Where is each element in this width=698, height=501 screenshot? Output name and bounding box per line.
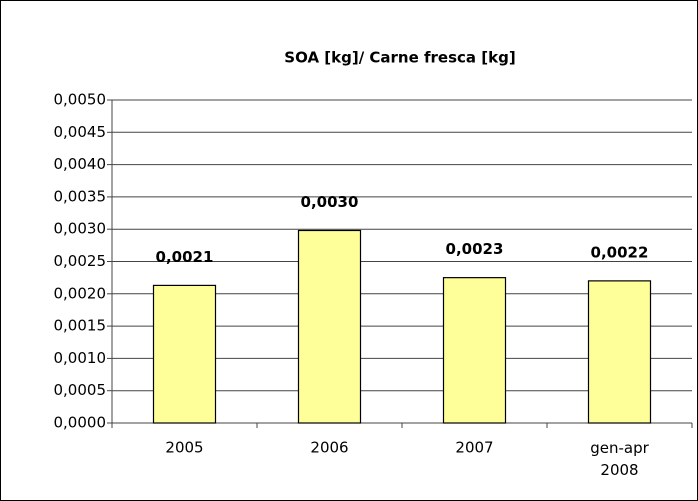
bar — [587, 280, 652, 424]
y-tick-label: 0,0045 — [54, 123, 107, 141]
value-label: 0,0021 — [156, 248, 214, 266]
y-tick-label: 0,0020 — [54, 284, 107, 302]
y-tick-label: 0,0010 — [54, 349, 107, 367]
bar — [442, 277, 507, 424]
chart-title: SOA [kg]/ Carne fresca [kg] — [284, 49, 515, 67]
x-tick-label: 2007 — [455, 439, 493, 457]
y-tick-label: 0,0040 — [54, 155, 107, 173]
x-tick-label: gen-apr 2008 — [590, 439, 649, 479]
bar — [152, 284, 217, 424]
y-tick-label: 0,0030 — [54, 220, 107, 238]
y-tick-label: 0,0005 — [54, 381, 107, 399]
value-label: 0,0022 — [591, 243, 649, 261]
y-tick-label: 0,0025 — [54, 252, 107, 270]
y-tick-label: 0,0000 — [54, 414, 107, 432]
value-label: 0,0023 — [446, 240, 504, 258]
bar — [297, 229, 362, 424]
x-tick-label: 2006 — [310, 439, 348, 457]
y-tick-label: 0,0015 — [54, 317, 107, 335]
value-label: 0,0030 — [301, 193, 359, 211]
y-tick-label: 0,0050 — [54, 91, 107, 109]
y-tick-label: 0,0035 — [54, 187, 107, 205]
x-tick-label: 2005 — [165, 439, 203, 457]
